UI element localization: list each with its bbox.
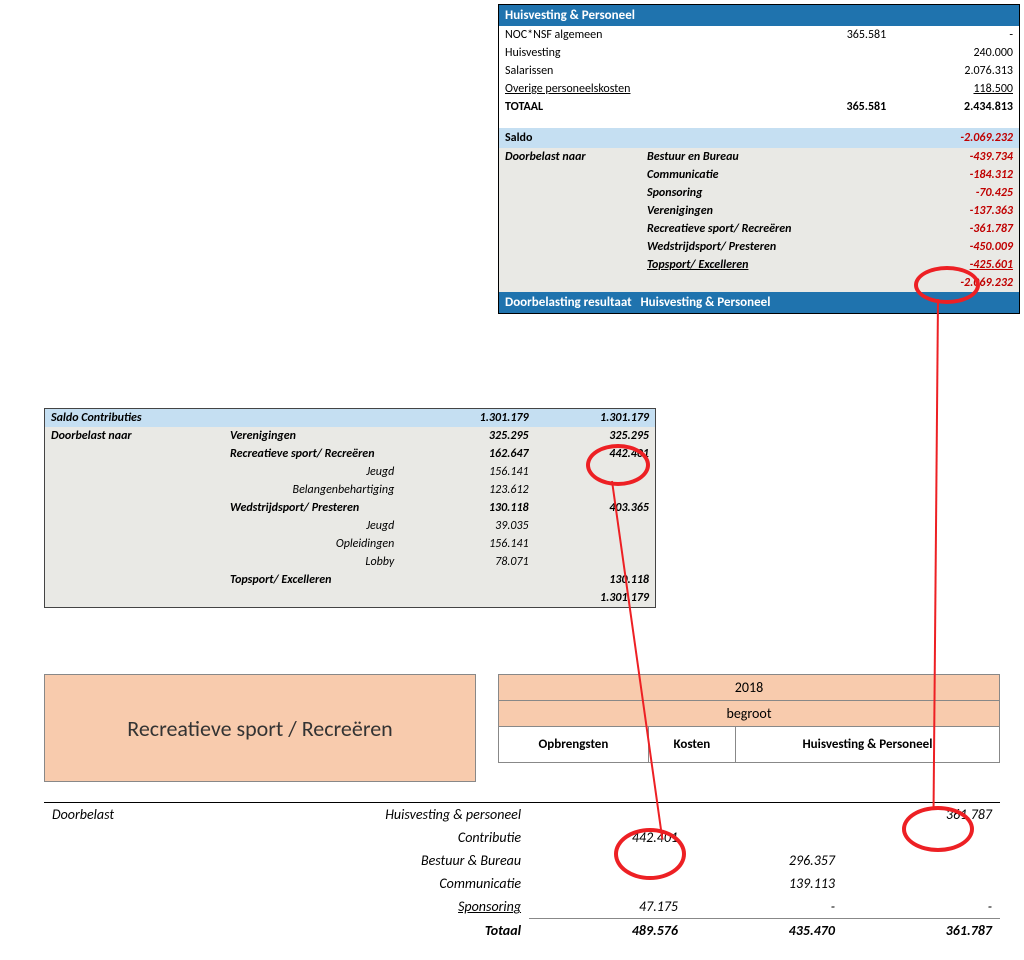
- mid-doorb-label: Doorbelast naar: [45, 427, 224, 445]
- col-huisvesting: Huisvesting & Personeel: [735, 727, 999, 763]
- doorbelast-label: Doorbelast: [44, 803, 241, 827]
- col-kosten: Kosten: [648, 727, 735, 763]
- saldo-header: Saldo -2.069.232: [499, 128, 1019, 148]
- doorb-label: Doorbelast naar: [499, 148, 641, 166]
- saldo-value: -2.069.232: [960, 131, 1013, 145]
- row-huisvesting: Huisvesting240.000: [499, 44, 1019, 62]
- result-header: Doorbelasting resultaat Huisvesting & Pe…: [499, 292, 1019, 313]
- row-totaal: TOTAAL365.5812.434.813: [499, 98, 1019, 116]
- mid-saldo-row: Saldo Contributies 1.301.179 1.301.179: [45, 409, 655, 427]
- row-noc: NOC*NSF algemeen365.581-: [499, 26, 1019, 44]
- top-title: Huisvesting & Personeel: [499, 5, 1019, 26]
- year-cell: 2018: [499, 675, 1000, 701]
- row-salarissen: Salarissen2.076.313: [499, 62, 1019, 80]
- totaal-label: Totaal: [241, 919, 529, 943]
- year-header: 2018 begroot Opbrengsten Kosten Huisvest…: [498, 674, 1000, 763]
- orange-title: Recreatieve sport / Recreëren: [127, 715, 392, 742]
- saldo-label: Saldo: [505, 131, 532, 145]
- contributies-table: Saldo Contributies 1.301.179 1.301.179 D…: [44, 408, 656, 608]
- huisvesting-table: Huisvesting & Personeel NOC*NSF algemeen…: [498, 4, 1020, 314]
- doorbelast-bottom: Doorbelast Huisvesting & personeel 361.7…: [44, 802, 1000, 942]
- begroot-cell: begroot: [499, 701, 1000, 727]
- col-opbrengsten: Opbrengsten: [499, 727, 649, 763]
- row-overige: Overige personeelskosten118.500: [499, 80, 1019, 98]
- orange-title-box: Recreatieve sport / Recreëren: [44, 674, 476, 782]
